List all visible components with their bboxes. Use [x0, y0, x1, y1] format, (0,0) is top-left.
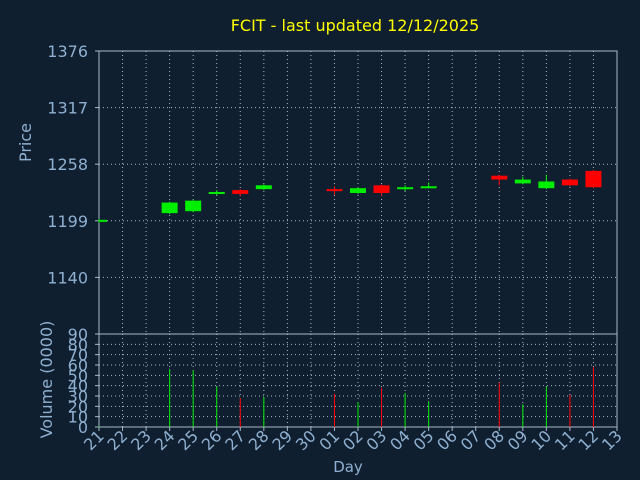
volume-tick-label: 30: [68, 387, 88, 406]
chart-title: FCIT - last updated 12/12/2025: [231, 16, 480, 35]
volume-tick-label: 20: [68, 397, 88, 416]
candle-body: [255, 185, 272, 190]
x-tick-label: 13: [598, 426, 626, 454]
candle-09: [514, 176, 531, 185]
volume-tick-label: 70: [68, 346, 88, 365]
candle-body: [561, 179, 578, 186]
candle-01: [326, 186, 343, 195]
candle-03: [373, 184, 390, 196]
x-axis: 2122232425262728293001020304050607080910…: [80, 426, 626, 476]
candle-26: [208, 190, 225, 195]
candle-body: [161, 202, 178, 214]
candle-body: [373, 185, 390, 193]
candle-body: [99, 219, 107, 222]
candle-body: [326, 189, 343, 192]
price-axis-label: Price: [16, 123, 35, 162]
volume-tick-label: 10: [68, 408, 88, 427]
candle-body: [538, 181, 555, 189]
candle-12: [585, 169, 602, 189]
price-panel: 1140 1199 1258 1317 1376 Price: [16, 42, 618, 335]
candle-24: [161, 201, 178, 215]
price-tick-label: 1140: [47, 268, 88, 287]
candle-body: [232, 190, 249, 194]
candle-body: [185, 200, 202, 212]
candle-body: [491, 175, 508, 180]
candle-body: [420, 186, 437, 189]
price-tick-label: 1376: [47, 42, 88, 61]
candle-body: [514, 179, 531, 184]
volume-tick-label: 0: [78, 418, 88, 437]
candle-27: [232, 189, 249, 196]
price-tick-label: 1317: [47, 99, 88, 118]
candle-body: [350, 188, 366, 193]
candle-02: [350, 187, 366, 194]
candle-08: [491, 174, 508, 186]
candle-body: [585, 170, 602, 188]
volume-tick-label: 80: [68, 335, 88, 354]
candle-11: [561, 178, 578, 187]
volume-axis-label: Volume (0000): [37, 321, 56, 439]
volume-tick-label: 90: [68, 325, 88, 344]
candle-05: [420, 182, 437, 189]
price-tick-label: 1258: [47, 155, 88, 174]
volume-tick-label: 60: [68, 356, 88, 375]
volume-tick-label: 40: [68, 377, 88, 396]
volume-tick-label: 50: [68, 366, 88, 385]
x-axis-label: Day: [333, 458, 363, 476]
candle-body: [208, 192, 225, 195]
candle-28: [255, 184, 272, 191]
candle-21: [98, 218, 107, 223]
candle-body: [397, 187, 414, 190]
candle-04: [397, 185, 414, 192]
candle-25: [185, 199, 202, 213]
candle-10: [538, 174, 555, 190]
price-tick-label: 1199: [47, 212, 88, 231]
